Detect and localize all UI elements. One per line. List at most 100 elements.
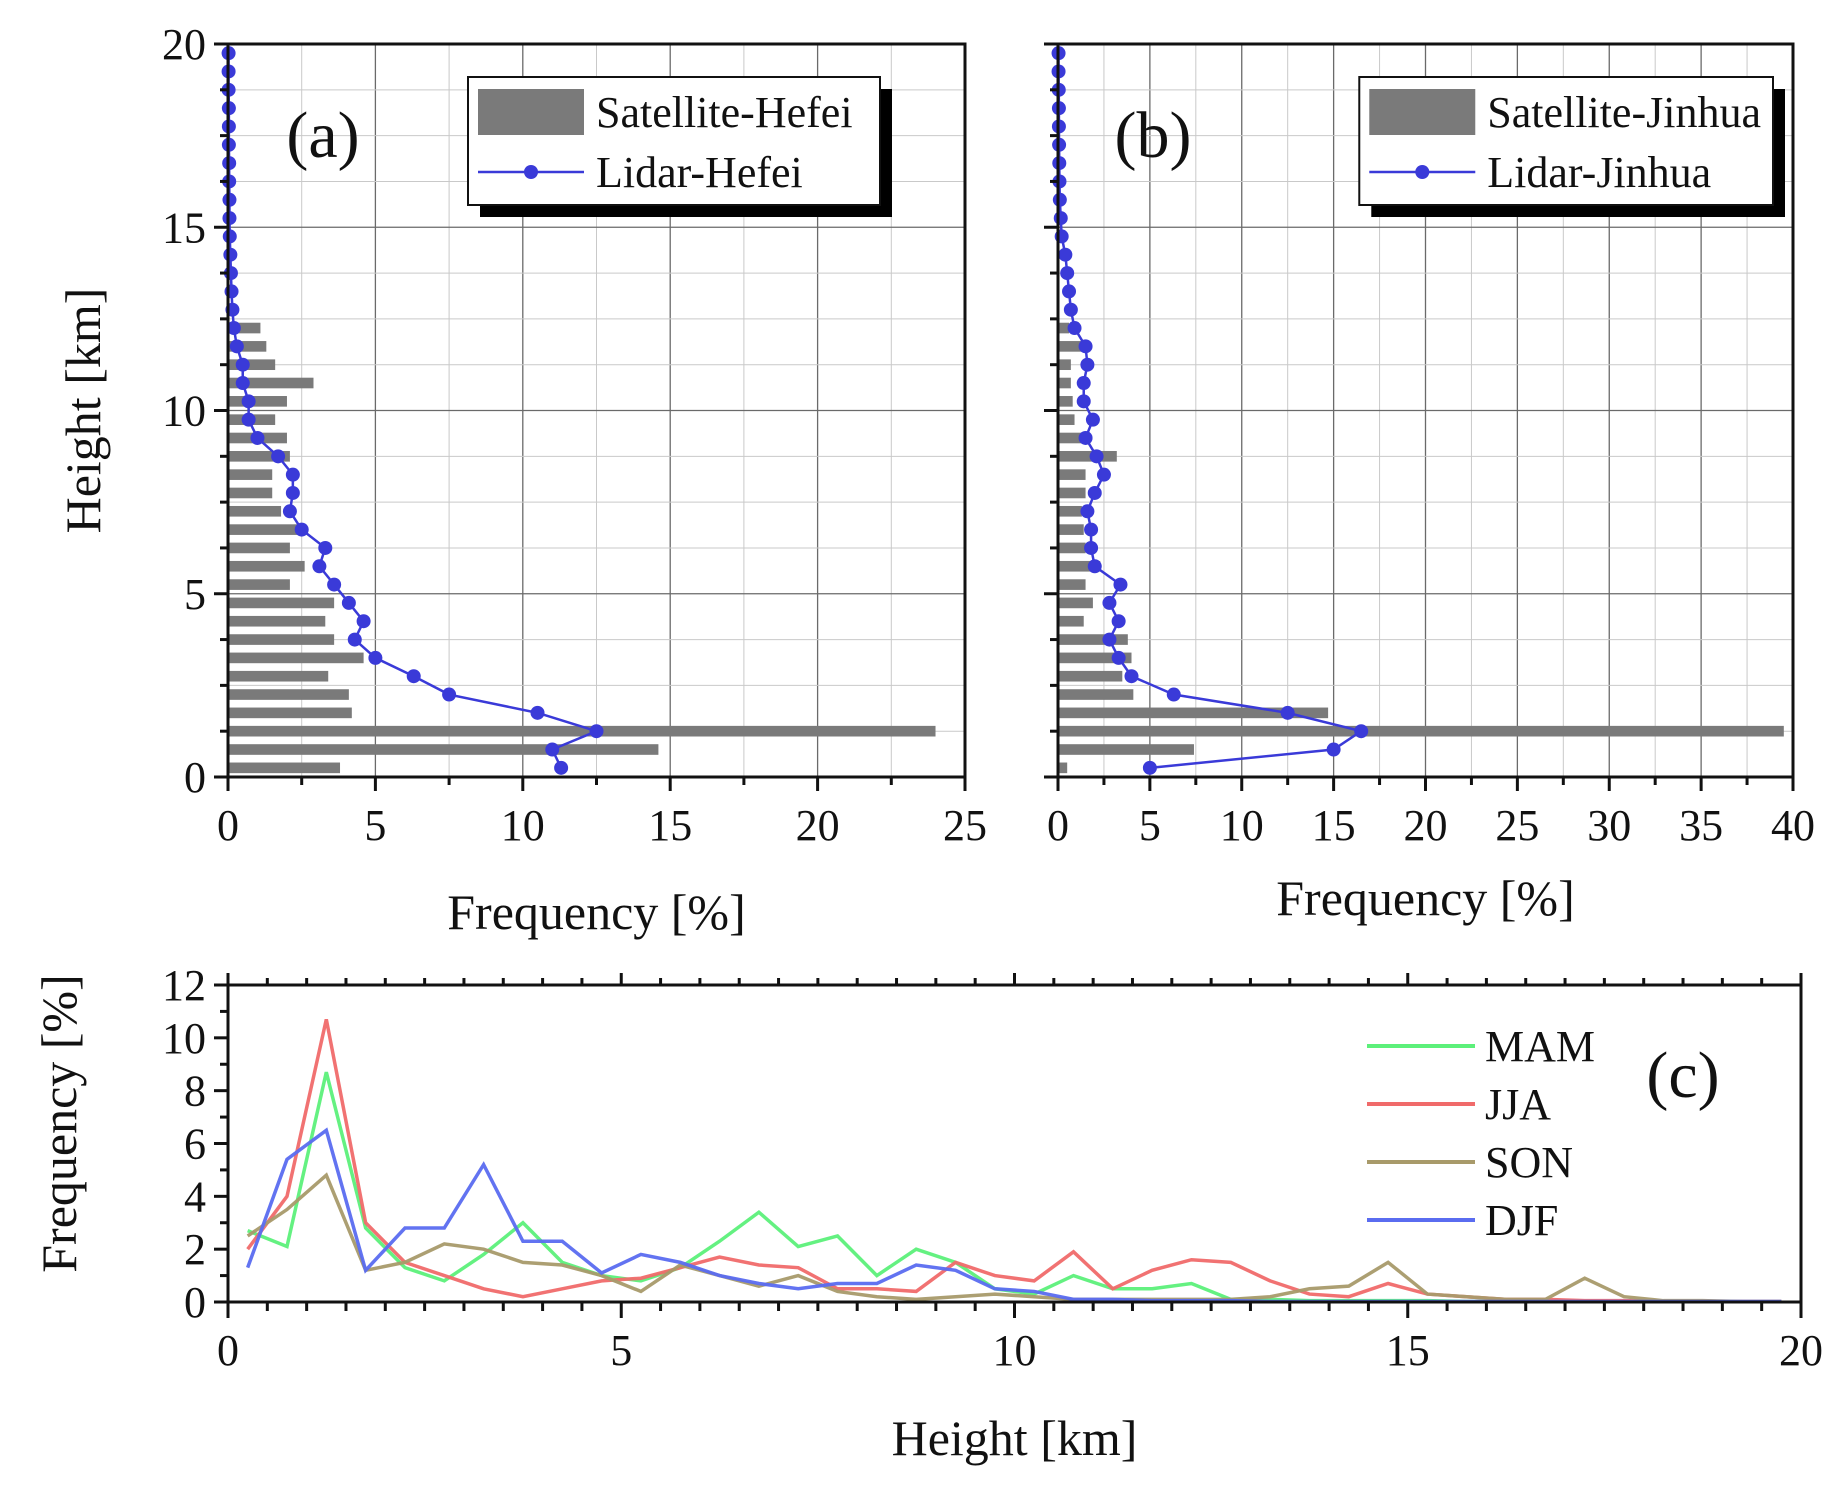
point-lidar-jinhua-14 <box>1080 504 1095 519</box>
point-lidar-jinhua-5 <box>1124 669 1139 684</box>
bar-satellite-jinhua-6 <box>1058 652 1132 664</box>
c-xtick-label-10: 10 <box>993 1326 1037 1375</box>
panel-b-legend: Satellite-Jinhua Lidar-Jinhua <box>1358 76 1785 217</box>
point-lidar-hefei-16 <box>285 467 300 482</box>
point-lidar-jinhua-18 <box>1078 430 1093 445</box>
c-ytick-label-12: 12 <box>162 961 206 1010</box>
bar-satellite-jinhua-4 <box>1058 689 1134 700</box>
point-lidar-hefei-0 <box>554 760 569 775</box>
bar-satellite-hefei-17 <box>228 450 290 462</box>
point-lidar-jinhua-22 <box>1080 357 1095 372</box>
bar-satellite-jinhua-7 <box>1058 634 1128 645</box>
point-lidar-jinhua-10 <box>1113 577 1128 592</box>
panel-b: 0 5 10 15 20 25 30 35 40 (b) Frequency [%] Satel… <box>1044 42 1815 926</box>
legend-satellite-hefei: Satellite-Hefei <box>596 88 853 137</box>
point-lidar-jinhua-30 <box>1053 211 1068 226</box>
xtick-label-15: 15 <box>648 801 692 850</box>
xtick-label-10: 10 <box>501 801 545 850</box>
point-lidar-hefei-7 <box>347 632 362 647</box>
xtick-label-5: 5 <box>364 801 386 850</box>
point-lidar-hefei-13 <box>294 522 309 537</box>
panel-a-ylabel: Height [km] <box>55 288 111 534</box>
xtick-label-5: 5 <box>1139 801 1161 850</box>
point-lidar-hefei-14 <box>282 504 297 519</box>
point-lidar-hefei-1 <box>545 742 560 757</box>
point-lidar-hefei-8 <box>356 614 371 629</box>
point-lidar-hefei-5 <box>406 669 421 684</box>
point-lidar-jinhua-3 <box>1280 705 1295 720</box>
c-xtick-label-15: 15 <box>1386 1326 1430 1375</box>
bar-satellite-hefei-7 <box>228 634 335 645</box>
panel-b-ticks: 0 5 10 15 20 25 30 35 40 <box>1044 42 1815 850</box>
panel-a: 0 5 10 15 20 25 0 5 10 15 20 (a) Frequency [%] Hei… <box>55 20 987 940</box>
bar-satellite-jinhua-3 <box>1058 707 1329 719</box>
xtick-label-25: 25 <box>1495 801 1539 850</box>
bar-satellite-hefei-5 <box>228 670 329 682</box>
ytick-label-0: 0 <box>184 753 206 802</box>
bar-satellite-jinhua-22 <box>1058 359 1071 371</box>
xtick-label-30: 30 <box>1587 801 1631 850</box>
legend-satellite-jinhua: Satellite-Jinhua <box>1487 88 1761 137</box>
point-lidar-hefei-9 <box>341 595 356 610</box>
bar-satellite-jinhua-21 <box>1058 377 1071 389</box>
c-ytick-label-2: 2 <box>184 1225 206 1274</box>
point-lidar-hefei-11 <box>312 559 327 574</box>
c-xtick-label-5: 5 <box>610 1326 632 1375</box>
bar-satellite-hefei-13 <box>228 524 299 535</box>
xtick-label-40: 40 <box>1771 801 1815 850</box>
c-ytick-label-0: 0 <box>184 1278 206 1327</box>
point-lidar-jinhua-9 <box>1102 595 1117 610</box>
bar-satellite-hefei-2 <box>228 725 936 737</box>
panel-b-bars <box>1058 322 1784 774</box>
c-xtick-label-0: 0 <box>217 1326 239 1375</box>
bar-satellite-hefei-16 <box>228 469 273 480</box>
panel-c-xlabel: Height [km] <box>892 1410 1138 1466</box>
point-lidar-jinhua-31 <box>1052 192 1067 207</box>
point-lidar-jinhua-7 <box>1102 632 1117 647</box>
bar-satellite-hefei-10 <box>228 579 290 590</box>
c-ytick-label-6: 6 <box>184 1120 206 1169</box>
panel-c-tag: (c) <box>1646 1039 1719 1112</box>
point-lidar-hefei-3 <box>530 705 545 720</box>
point-lidar-jinhua-0 <box>1142 760 1157 775</box>
point-lidar-hefei-20 <box>241 394 256 409</box>
point-lidar-hefei-28 <box>223 247 238 262</box>
point-lidar-hefei-19 <box>241 412 256 427</box>
point-lidar-hefei-29 <box>222 229 237 244</box>
xtick-label-10: 10 <box>1220 801 1264 850</box>
bar-satellite-hefei-0 <box>228 762 341 774</box>
bar-satellite-jinhua-20 <box>1058 396 1073 407</box>
point-lidar-hefei-10 <box>327 577 342 592</box>
bar-satellite-jinhua-11 <box>1058 560 1101 572</box>
xtick-label-20: 20 <box>796 801 840 850</box>
c-ytick-label-4: 4 <box>184 1172 206 1221</box>
bar-satellite-hefei-8 <box>228 615 326 627</box>
point-lidar-jinhua-23 <box>1078 339 1093 354</box>
point-lidar-jinhua-25 <box>1063 302 1078 317</box>
bar-satellite-jinhua-8 <box>1058 615 1084 627</box>
bar-satellite-hefei-20 <box>228 396 287 407</box>
legend-satellite-swatch <box>478 89 584 135</box>
bar-satellite-hefei-3 <box>228 707 352 719</box>
point-lidar-hefei-6 <box>368 650 383 665</box>
point-lidar-jinhua-27 <box>1060 266 1075 281</box>
legend-lidar-marker <box>524 165 538 179</box>
bar-satellite-jinhua-14 <box>1058 505 1082 517</box>
bar-satellite-hefei-11 <box>228 560 305 572</box>
point-lidar-hefei-12 <box>318 540 333 555</box>
point-lidar-jinhua-2 <box>1354 724 1369 739</box>
point-lidar-hefei-17 <box>271 449 286 464</box>
point-lidar-jinhua-19 <box>1085 412 1100 427</box>
panel-c-ylabel: Frequency [%] <box>31 974 87 1273</box>
legend-djf: DJF <box>1485 1196 1558 1245</box>
c-xtick-label-20: 20 <box>1779 1326 1823 1375</box>
point-lidar-hefei-21 <box>235 376 250 391</box>
c-ytick-label-10: 10 <box>162 1014 206 1063</box>
panel-c-legend: MAM JJA SON DJF <box>1367 1022 1595 1245</box>
bar-satellite-hefei-12 <box>228 542 290 554</box>
point-lidar-jinhua-17 <box>1089 449 1104 464</box>
bar-satellite-jinhua-18 <box>1058 432 1086 444</box>
bar-satellite-hefei-9 <box>228 597 335 609</box>
